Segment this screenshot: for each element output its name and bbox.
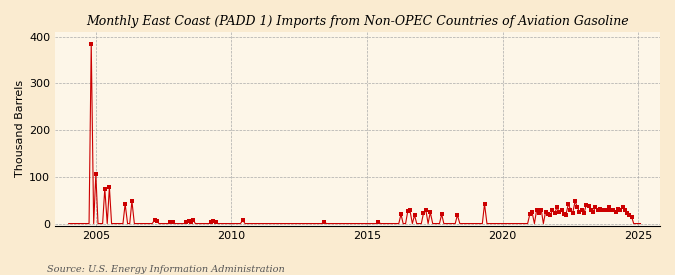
Point: [90, 172, 101, 177]
Point: [206, 219, 217, 224]
Point: [425, 210, 435, 214]
Point: [615, 207, 626, 212]
Point: [479, 202, 490, 206]
Point: [186, 219, 196, 224]
Point: [612, 207, 623, 211]
Point: [599, 208, 610, 213]
Point: [409, 213, 420, 217]
Point: [565, 207, 576, 212]
Point: [99, 186, 110, 191]
Point: [533, 211, 544, 216]
Point: [418, 211, 429, 216]
Point: [126, 199, 137, 203]
Point: [567, 211, 578, 216]
Point: [549, 211, 560, 216]
Point: [540, 210, 551, 214]
Point: [610, 210, 621, 214]
Point: [211, 219, 221, 224]
Point: [563, 202, 574, 206]
Point: [151, 219, 162, 223]
Point: [605, 207, 616, 212]
Point: [208, 219, 219, 223]
Point: [104, 185, 115, 189]
Point: [545, 213, 556, 217]
Point: [558, 212, 569, 216]
Point: [436, 212, 447, 216]
Point: [617, 205, 628, 209]
Point: [601, 207, 612, 212]
Point: [167, 219, 178, 224]
Point: [570, 199, 580, 203]
Point: [572, 205, 583, 209]
Point: [543, 212, 554, 216]
Point: [373, 220, 384, 224]
Point: [595, 207, 605, 211]
Point: [590, 205, 601, 209]
Point: [588, 210, 599, 214]
Point: [620, 208, 630, 213]
Point: [526, 210, 537, 214]
Point: [608, 208, 619, 213]
Point: [622, 211, 632, 216]
Point: [531, 208, 542, 213]
Point: [626, 214, 637, 219]
Point: [183, 219, 194, 223]
Point: [574, 210, 585, 214]
Point: [583, 204, 594, 208]
Point: [86, 42, 97, 46]
Point: [188, 218, 198, 222]
Point: [551, 205, 562, 209]
Point: [165, 219, 176, 224]
Point: [624, 213, 634, 217]
Point: [597, 207, 608, 212]
Text: Source: U.S. Energy Information Administration: Source: U.S. Energy Information Administ…: [47, 265, 285, 274]
Point: [396, 212, 406, 216]
Point: [547, 208, 558, 213]
Point: [536, 207, 547, 212]
Point: [149, 218, 160, 222]
Point: [585, 207, 596, 212]
Point: [560, 213, 571, 217]
Point: [404, 208, 415, 213]
Point: [524, 212, 535, 216]
Point: [576, 208, 587, 213]
Point: [319, 219, 329, 224]
Point: [603, 205, 614, 209]
Point: [452, 213, 463, 217]
Point: [181, 219, 192, 224]
Point: [119, 202, 130, 206]
Title: Monthly East Coast (PADD 1) Imports from Non-OPEC Countries of Aviation Gasoline: Monthly East Coast (PADD 1) Imports from…: [86, 15, 629, 28]
Point: [238, 218, 248, 222]
Point: [592, 208, 603, 213]
Point: [556, 208, 567, 213]
Point: [578, 211, 589, 216]
Point: [421, 208, 431, 213]
Point: [402, 209, 413, 214]
Point: [554, 210, 564, 214]
Y-axis label: Thousand Barrels: Thousand Barrels: [15, 80, 25, 177]
Point: [580, 203, 591, 207]
